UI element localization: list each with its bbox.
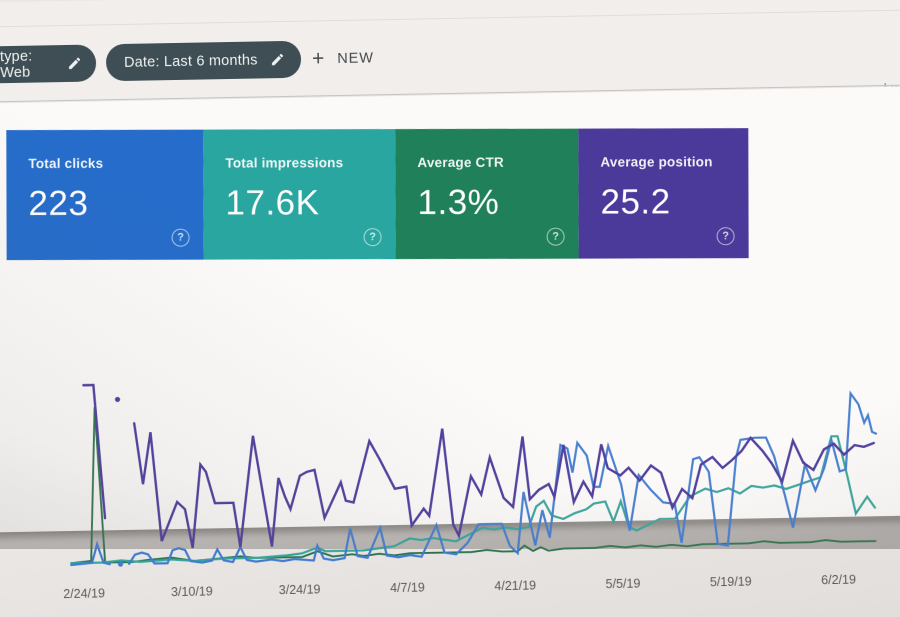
metric-card-value: 25.2: [600, 182, 671, 222]
metric-card-total-impressions[interactable]: Total impressions 17.6K ?: [203, 129, 396, 260]
metric-card-value: 223: [28, 183, 89, 224]
metric-card-total-clicks[interactable]: Total clicks 223 ?: [6, 129, 204, 261]
metric-card-average-position[interactable]: Average position 25.2 ?: [578, 128, 749, 259]
help-icon[interactable]: ?: [363, 228, 382, 247]
edit-pencil-icon[interactable]: [269, 52, 284, 67]
metric-cards-row: Total clicks 223 ? Total impressions 17.…: [6, 128, 749, 261]
new-button-label: NEW: [337, 50, 374, 68]
new-filter-button[interactable]: + NEW: [306, 45, 380, 72]
metric-card-label: Total clicks: [28, 155, 104, 172]
metric-card-label: Total impressions: [225, 155, 344, 171]
metric-card-label: Average CTR: [417, 154, 504, 171]
help-icon[interactable]: ?: [716, 227, 735, 246]
metric-card-value: 1.3%: [417, 182, 500, 223]
edit-pencil-icon[interactable]: [67, 56, 82, 71]
x-axis-tick-label: 2/24/19: [63, 586, 105, 601]
performance-panel: Total clicks 223 ? Total impressions 17.…: [0, 86, 900, 601]
help-icon[interactable]: ?: [171, 228, 190, 247]
x-axis-tick-label: 5/19/19: [710, 575, 752, 590]
metric-card-label: Average position: [600, 154, 713, 170]
date-range-filter-chip[interactable]: Date: Last 6 months: [105, 40, 301, 82]
chart-line-position: [82, 383, 107, 520]
search-console-ui: type: Web Date: Last 6 months + NEW La: [0, 0, 900, 562]
metric-card-average-ctr[interactable]: Average CTR 1.3% ?: [395, 128, 579, 260]
help-icon[interactable]: ?: [546, 227, 565, 246]
chart-line-position: [132, 422, 875, 549]
x-axis-tick-label: 3/24/19: [279, 582, 321, 597]
x-axis-tick-label: 5/5/19: [605, 577, 640, 592]
x-axis-tick-label: 4/21/19: [494, 578, 536, 593]
chart-line-impressions: [70, 435, 877, 565]
chart-point-position: [114, 396, 121, 403]
search-type-filter-chip[interactable]: type: Web: [0, 44, 97, 85]
search-type-chip-label: type: Web: [0, 48, 33, 81]
metric-card-value: 17.6K: [225, 183, 320, 223]
performance-chart[interactable]: 2/24/19 3/10/19 3/24/19 4/7/19 4/21/19 5/5/19…: [60, 355, 900, 610]
filter-toolbar: type: Web Date: Last 6 months + NEW La: [0, 0, 900, 103]
date-range-chip-label: Date: Last 6 months: [123, 51, 258, 71]
x-axis-tick-label: 3/10/19: [171, 584, 213, 599]
x-axis-tick-label: 4/7/19: [390, 581, 425, 596]
plus-icon: +: [311, 47, 325, 71]
x-axis-tick-label: 6/2/19: [821, 573, 856, 588]
chart-area: 2/24/19 3/10/19 3/24/19 4/7/19 4/21/19 5/5/19…: [60, 355, 900, 610]
